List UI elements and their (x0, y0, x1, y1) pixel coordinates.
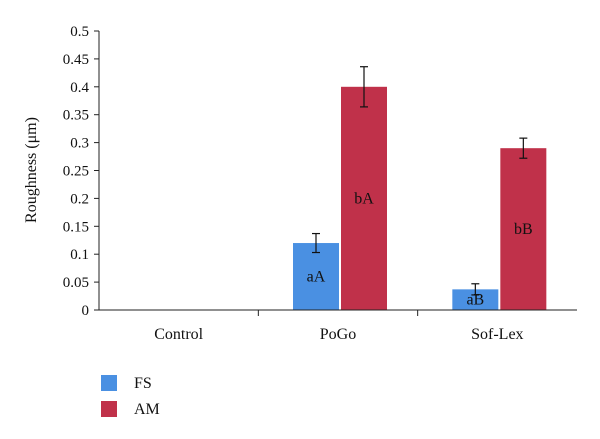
y-axis-label: Roughness (μm) (23, 117, 40, 223)
legend-label: AM (134, 401, 160, 418)
legend-swatch-am (101, 401, 117, 417)
y-tick-label: 0.35 (63, 108, 89, 124)
y-tick-label: 0.45 (63, 52, 89, 68)
bar-fs (293, 243, 339, 310)
bar-fs (452, 289, 499, 310)
y-tick-label: 0.25 (63, 164, 89, 180)
bar-label: aB (466, 292, 484, 309)
y-axis-ticks: 0 0.05 0.1 0.15 0.2 0.25 0.3 0.35 0.4 0.45 0.5 (63, 24, 99, 319)
y-tick-label: 0.5 (70, 24, 89, 40)
y-tick-label: 0.15 (63, 219, 89, 235)
legend-swatch-fs (101, 375, 117, 391)
y-tick-label: 0.3 (70, 136, 89, 152)
bar-label: bA (354, 190, 374, 207)
bars: aA bA aB bB (293, 66, 547, 310)
x-tick-label: PoGo (320, 326, 356, 343)
bar-am (500, 148, 547, 310)
legend: FS AM (101, 375, 160, 418)
y-tick-label: 0.4 (70, 80, 89, 96)
x-tick-label: Control (154, 326, 203, 343)
y-tick-label: 0.05 (63, 275, 89, 291)
legend-label: FS (134, 375, 152, 392)
x-tick-label: Sof-Lex (471, 326, 523, 343)
bar-label: aA (307, 269, 326, 286)
y-tick-label: 0 (82, 303, 90, 319)
x-axis-categories: Control PoGo Sof-Lex (154, 326, 523, 343)
axes (98, 31, 577, 316)
bar-am (341, 86, 387, 310)
y-tick-label: 0.1 (70, 247, 89, 263)
bar-label: bB (514, 221, 533, 238)
y-tick-label: 0.2 (70, 191, 89, 207)
